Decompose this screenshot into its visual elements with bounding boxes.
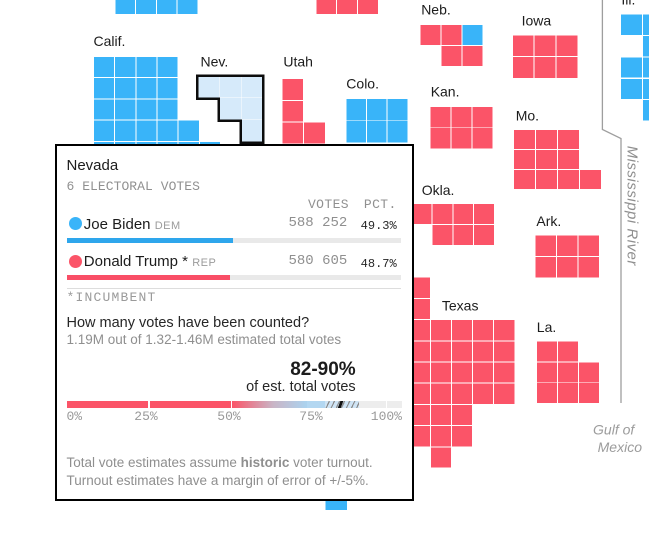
svg-text:Mo.: Mo. [516,108,539,124]
svg-text:Okla.: Okla. [422,182,455,198]
svg-text:Colo.: Colo. [346,76,379,92]
svg-text:Calif.: Calif. [94,33,126,49]
svg-text:La.: La. [537,319,556,335]
svg-text:Mexico: Mexico [598,439,643,455]
svg-text:Ill.: Ill. [621,0,635,8]
svg-text:Kan.: Kan. [431,84,460,100]
svg-text:Ark.: Ark. [536,213,561,229]
svg-text:Mississippi River: Mississippi River [624,146,641,267]
svg-text:Iowa: Iowa [522,13,552,29]
svg-text:Neb.: Neb. [421,2,451,18]
svg-text:Texas: Texas [442,298,479,314]
svg-text:Gulf of: Gulf of [593,422,636,438]
svg-text:Nev.: Nev. [201,54,229,70]
svg-text:Utah: Utah [283,54,313,70]
